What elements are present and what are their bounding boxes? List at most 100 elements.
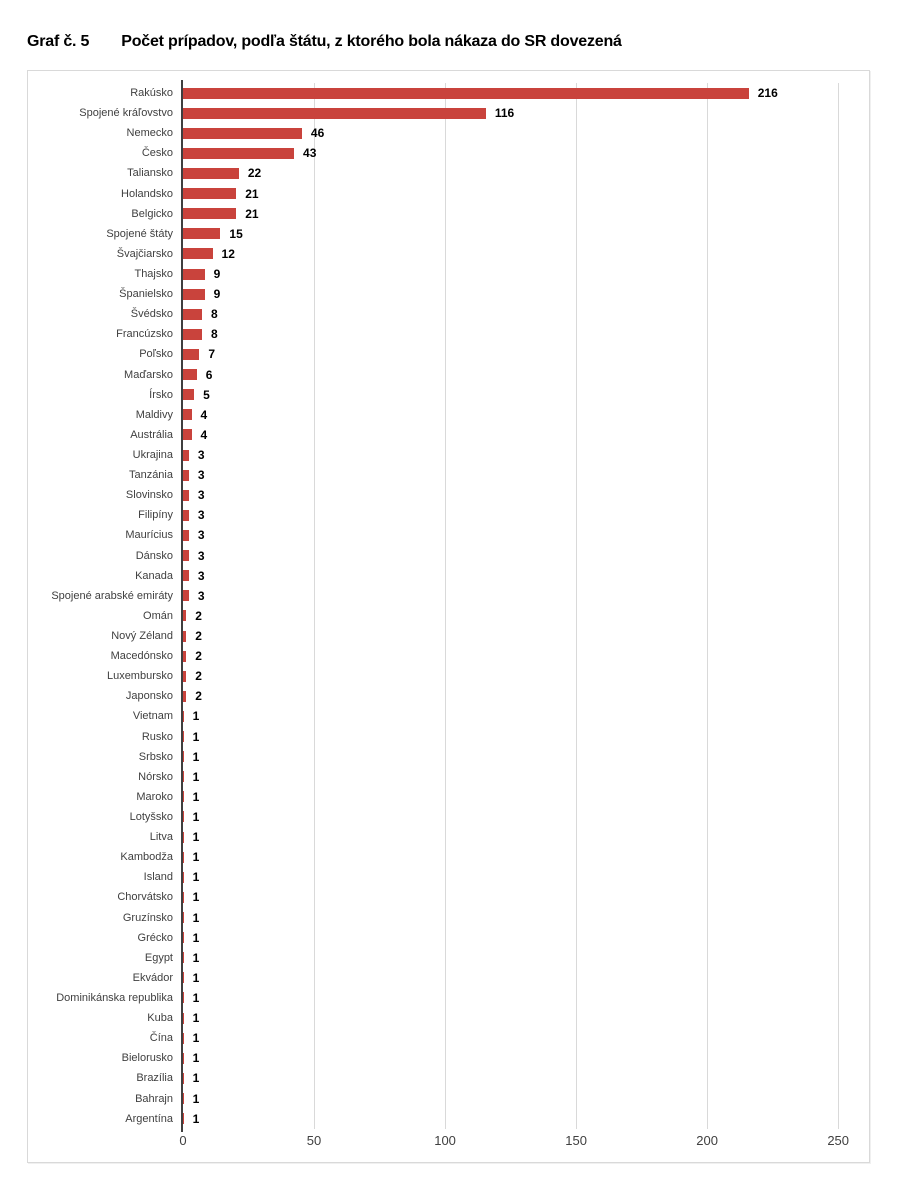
bar-area: 1 (181, 968, 867, 988)
bar-row: Omán 2 (28, 606, 867, 626)
bar-area: 1 (181, 867, 867, 887)
value-label: 1 (192, 850, 200, 865)
value-label: 1 (192, 890, 200, 905)
bar-area: 46 (181, 123, 867, 143)
category-label: Írsko (149, 388, 173, 401)
bar-area: 1 (181, 907, 867, 927)
bar-row: Švajčiarsko 12 (28, 244, 867, 264)
value-label: 1 (192, 930, 200, 945)
plot-area: Rakúsko 216 Spojené kráľovstvo 1 1 6 Nemecko 46… (28, 83, 867, 1129)
bar-row: Poľsko 7 (28, 344, 867, 364)
bar-row: Tanzánia 3 (28, 465, 867, 485)
category-label: Ekvádor (132, 971, 173, 984)
bar-area: 6 (181, 365, 867, 385)
value-label: 216 (757, 86, 778, 101)
bar-row: Austrália 4 (28, 425, 867, 445)
category-label: Nový Zéland (111, 630, 173, 642)
value-label: 1 (192, 1011, 200, 1026)
bar-area: 9 (181, 284, 867, 304)
bar-area: 3 (181, 465, 867, 485)
bar-row: Gruzínsko 1 (28, 907, 867, 927)
bar-area: 2 (181, 626, 867, 646)
category-label: Austrália (130, 428, 173, 441)
bar-row: Luxembursko 2 (28, 666, 867, 686)
chart-title: Graf č. 5 Počet prípadov, podľa štátu, z … (27, 33, 622, 51)
bar-area: 216 (181, 83, 867, 103)
bar-row: Japonsko 2 (28, 686, 867, 706)
bar (181, 670, 187, 682)
bar-area: 12 (181, 244, 867, 264)
bar-area: 3 (181, 485, 867, 505)
value-label: 1 (192, 970, 200, 985)
category-label: Grécko (137, 931, 173, 944)
bar (181, 590, 189, 602)
x-tick-label: 200 (696, 1133, 718, 1148)
value-label: 12 (221, 246, 235, 261)
value-label: 2 (195, 689, 202, 704)
bar (181, 328, 203, 340)
category-label: Omán (143, 609, 173, 622)
bar-row: Filipíny 3 (28, 505, 867, 525)
bar-row: Dánsko 3 (28, 546, 867, 566)
category-label: Srbsko (138, 750, 173, 763)
chart-title-text: Počet prípadov, podľa štátu, z ktorého b… (121, 33, 622, 50)
bar-row: Macedónsko 2 (28, 646, 867, 666)
value-label: 3 (197, 588, 205, 603)
bar (181, 409, 192, 421)
value-label: 2 (195, 649, 202, 664)
bar-row: Grécko 1 (28, 928, 867, 948)
bar-area: 9 (181, 264, 867, 284)
bar-area: 1 (181, 706, 867, 726)
bar-area: 1 (181, 1008, 867, 1028)
y-axis-line (181, 80, 183, 1132)
bar-row: Rakúsko 216 (28, 83, 867, 103)
bar-row: Maldivy 4 (28, 405, 867, 425)
bar-row: Švédsko 8 (28, 304, 867, 324)
category-label: Česko (141, 147, 173, 160)
value-label: 9 (213, 287, 221, 302)
value-label: 3 (197, 528, 205, 543)
category-label: Čína (149, 1032, 173, 1045)
bar-area: 1 (181, 948, 867, 968)
bar-area: 4 (181, 405, 867, 425)
category-label: Tanzánia (128, 469, 173, 482)
category-label: Taliansko (127, 167, 173, 180)
bar-row: Rusko 1 (28, 727, 867, 747)
category-label: Argentína (125, 1112, 173, 1125)
bar (181, 87, 749, 99)
category-label: Japonsko (125, 690, 173, 703)
category-label: Chorvátsko (117, 891, 173, 904)
value-label: 1 (192, 1091, 200, 1106)
x-tick-label: 50 (306, 1133, 322, 1148)
value-label: 1 (192, 749, 200, 764)
category-label: Holandsko (121, 187, 173, 200)
value-label: 1 (192, 1111, 200, 1126)
category-label: Maroko (136, 790, 173, 803)
category-label: Bahrajn (135, 1092, 173, 1105)
bar (181, 248, 213, 260)
bar (181, 610, 187, 622)
bar-area: 3 (181, 505, 867, 525)
value-label: 15 (229, 226, 243, 241)
category-label: Španielsko (119, 288, 173, 301)
category-label: Maurícius (125, 529, 173, 542)
bar (181, 348, 200, 360)
bar-area: 1 (181, 887, 867, 907)
bar (181, 127, 302, 139)
bar-area: 5 (181, 385, 867, 405)
bar-row: Taliansko 22 (28, 163, 867, 183)
category-label: Nemecko (126, 127, 173, 140)
value-label: 1 (192, 990, 200, 1005)
value-label: 1 (192, 1051, 200, 1066)
bar-row: Slovinsko 3 (28, 485, 867, 505)
value-label: 2 (195, 608, 202, 623)
bar-area: 2 (181, 646, 867, 666)
bar (181, 308, 203, 320)
bar-area: 3 (181, 586, 867, 606)
bar-area: 43 (181, 143, 867, 163)
category-label: Spojené kráľovstvo (79, 107, 173, 120)
value-label: 6 (205, 367, 213, 382)
category-label: Ukrajina (132, 449, 173, 462)
bar-area: 21 (181, 184, 867, 204)
bar-row: Maurícius 3 (28, 525, 867, 545)
